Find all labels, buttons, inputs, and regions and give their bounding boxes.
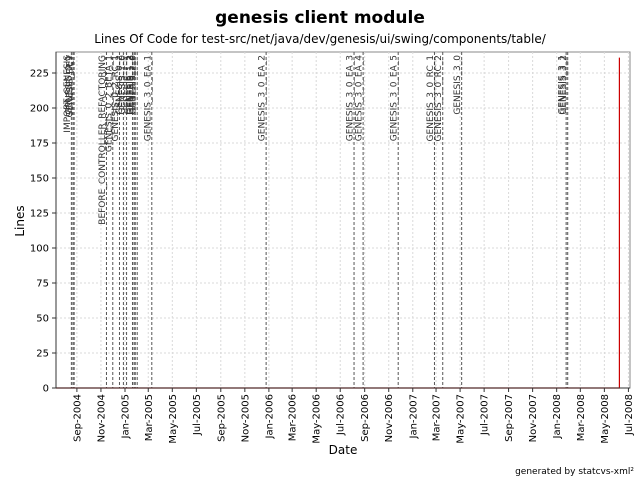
y-tick-label: 50 bbox=[36, 314, 49, 325]
tag-label: BEFORE_CONTROLLER_REFACTORING bbox=[98, 55, 108, 225]
tag-label: GENESIS_3_0_EA_2 bbox=[258, 55, 268, 141]
y-axis-label: Lines bbox=[13, 205, 27, 236]
y-tick-label: 100 bbox=[30, 244, 49, 255]
tag-label: GENESIS_3_0_EA_1 bbox=[143, 55, 153, 141]
tag-label: GENESIS_3_0_EA_5 bbox=[390, 55, 400, 141]
chart-title: genesis client module bbox=[215, 8, 425, 28]
x-tick-label: Nov-2005 bbox=[240, 394, 251, 442]
x-tick-label: Sep-2007 bbox=[504, 394, 515, 442]
chart-subtitle: Lines Of Code for test-src/net/java/dev/… bbox=[94, 32, 547, 46]
x-tick-label: Nov-2006 bbox=[384, 394, 395, 442]
x-tick-label: Jan-2006 bbox=[264, 394, 275, 439]
tag-label: GENESIS_1_1 bbox=[124, 55, 134, 115]
x-tick-label: Jan-2007 bbox=[408, 394, 419, 439]
x-tick-label: Sep-2006 bbox=[360, 394, 371, 442]
x-tick-label: Jul-2008 bbox=[624, 394, 635, 436]
y-tick-label: 150 bbox=[30, 174, 49, 185]
x-tick-label: Nov-2007 bbox=[528, 394, 539, 442]
x-tick-label: Jan-2008 bbox=[552, 394, 563, 439]
x-tick-label: Mar-2008 bbox=[576, 394, 587, 441]
grid bbox=[56, 52, 630, 389]
tag-label: GENESIS_3_2 bbox=[559, 55, 569, 115]
x-tick-label: Sep-2004 bbox=[72, 394, 83, 442]
y-tick-label: 125 bbox=[30, 209, 49, 220]
x-tick-label: Mar-2006 bbox=[288, 394, 299, 441]
tag-label: GENESIS_0_1 bbox=[64, 55, 74, 115]
y-tick-label: 0 bbox=[43, 384, 49, 395]
tag-label: GENESIS_0_2_RC_1 bbox=[111, 55, 121, 141]
x-tick-label: May-2007 bbox=[456, 394, 467, 444]
x-tick-label: May-2008 bbox=[600, 394, 611, 444]
tag-label: GENESIS_3_0 bbox=[453, 55, 463, 115]
y-tick-label: 200 bbox=[30, 104, 49, 115]
tag-label: GENESIS_1_2 bbox=[126, 55, 136, 115]
tag-label: GENESIS_3_1 bbox=[558, 55, 568, 115]
footer-credit: generated by statcvs-xml² bbox=[515, 467, 634, 477]
x-tick-label: Jul-2005 bbox=[192, 394, 203, 436]
tag-label: GENESIS_3_0_EA_4 bbox=[355, 55, 365, 141]
x-tick-label: Jul-2006 bbox=[336, 394, 347, 436]
y-tick-label: 75 bbox=[36, 279, 49, 290]
tag-label: IMPORT_GENESIS bbox=[63, 55, 73, 133]
y-tick-label: 225 bbox=[30, 69, 49, 80]
x-tick-label: Jul-2007 bbox=[480, 394, 491, 436]
tag-label: GENESIS_1_0 bbox=[118, 55, 128, 115]
x-tick-label: Jan-2005 bbox=[120, 394, 131, 439]
tag-label: GENESIS_3_0_RC_2 bbox=[434, 55, 444, 141]
axes: 0 25 50 75 100 125 150 175 200 225 Sep-2004 Nov-200… bbox=[30, 52, 635, 444]
tag-label: GENESIS_DEV bbox=[66, 54, 76, 117]
x-tick-label: Sep-2005 bbox=[216, 394, 227, 442]
tag-label: GENESIS_2_0 bbox=[129, 55, 139, 115]
x-tick-label: May-2005 bbox=[168, 394, 179, 444]
x-tick-label: Nov-2004 bbox=[96, 394, 107, 442]
plot-area bbox=[55, 51, 631, 389]
tag-label: GENESIS_3_0_RC_1 bbox=[426, 55, 436, 141]
x-axis-label: Date bbox=[329, 443, 358, 457]
x-tick-label: Mar-2005 bbox=[144, 394, 155, 441]
y-tick-label: 175 bbox=[30, 139, 49, 150]
tag-label: GENESIS_0_2_BETA_1 bbox=[104, 55, 114, 152]
y-tick-label: 25 bbox=[36, 349, 49, 360]
tag-label: GENESIS_1_3 bbox=[127, 55, 137, 115]
x-tick-label: May-2006 bbox=[312, 394, 323, 444]
tag-label: GENESIS_0_2 bbox=[115, 55, 125, 115]
x-tick-label: Mar-2007 bbox=[432, 394, 443, 441]
plot-frame bbox=[55, 51, 631, 389]
tag-label: GENESIS_3_0_EA_3 bbox=[346, 55, 356, 141]
